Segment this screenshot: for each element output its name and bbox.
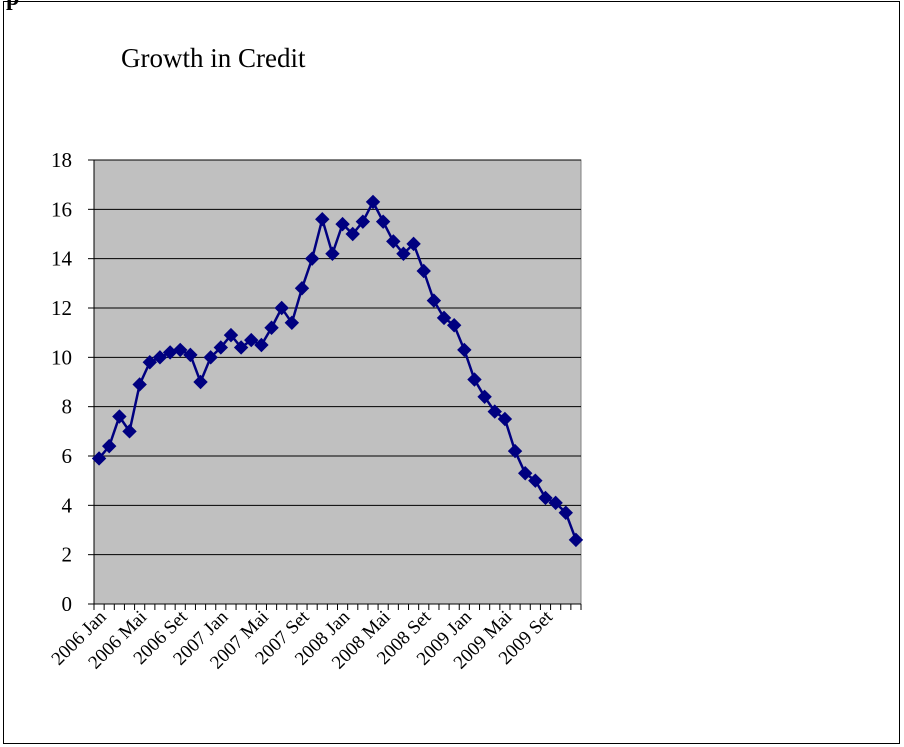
data-point [274, 300, 289, 316]
data-point [244, 332, 259, 348]
data-point [315, 211, 330, 227]
data-point [446, 318, 462, 333]
data-point [406, 236, 421, 252]
data-point [386, 234, 401, 249]
data-point [396, 246, 411, 261]
chart-title: Growth in Credit [121, 43, 306, 73]
data-point [304, 251, 320, 266]
data-point [507, 443, 523, 459]
y-tick-label: 16 [51, 197, 72, 221]
data-point [102, 438, 117, 454]
data-point [436, 310, 452, 326]
data-point [568, 532, 584, 548]
data-point [426, 293, 442, 308]
y-tick-label: 12 [51, 296, 72, 320]
y-tick-label: 18 [51, 148, 72, 172]
plot-area [93, 159, 582, 605]
data-point [325, 246, 340, 261]
data-point [112, 409, 127, 424]
y-tick-label: 4 [62, 493, 73, 517]
data-point [477, 389, 492, 405]
y-tick-label: 6 [62, 444, 73, 468]
y-tick-label: 14 [51, 247, 73, 271]
data-point [152, 350, 168, 365]
y-tick-label: 10 [51, 345, 72, 369]
data-point [375, 214, 391, 229]
data-point [264, 320, 279, 335]
gridlines [94, 159, 581, 556]
data-point [355, 214, 371, 229]
data-point [122, 424, 137, 439]
data-point [294, 281, 310, 296]
data-point [497, 411, 513, 427]
data-point [528, 473, 543, 488]
data-point [183, 347, 198, 363]
data-point [173, 342, 188, 358]
data-point [213, 340, 229, 355]
y-tick-label: 8 [62, 395, 73, 419]
data-point [203, 350, 218, 365]
data-point [91, 451, 107, 466]
data-point [132, 377, 147, 392]
data-point [538, 490, 553, 506]
data-point [365, 194, 381, 210]
y-tick-label: 0 [62, 592, 73, 616]
data-point [233, 340, 249, 355]
data-point [467, 372, 482, 387]
data-point [335, 216, 350, 232]
data-point [142, 355, 158, 370]
data-point [517, 466, 533, 481]
data-point [254, 337, 269, 353]
data-point [457, 342, 472, 358]
data-point [284, 315, 300, 331]
data-point [548, 495, 563, 511]
data-point [558, 505, 573, 520]
document-heading: p [6, 0, 19, 10]
data-point [223, 327, 239, 343]
data-point [487, 404, 502, 419]
data-point [345, 226, 360, 242]
y-tick-label: 2 [62, 543, 73, 567]
data-point [193, 374, 208, 390]
data-point [416, 263, 431, 279]
series-credit-growth [91, 194, 584, 548]
